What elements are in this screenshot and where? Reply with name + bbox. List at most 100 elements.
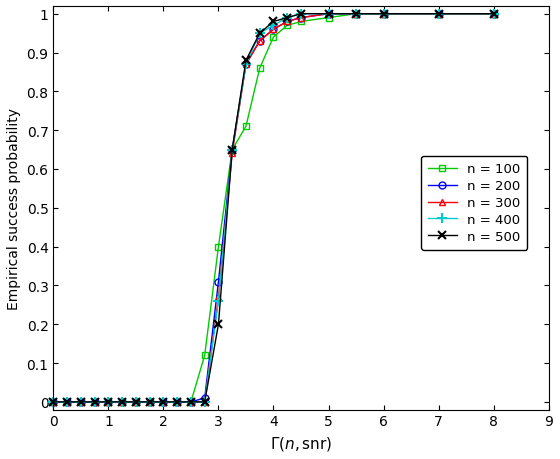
n = 300 — [160, 399, 167, 405]
n = 400 — [202, 399, 208, 405]
n = 100 — [215, 244, 222, 250]
n = 500 — [133, 399, 139, 405]
n = 300 — [202, 399, 208, 405]
n = 500 — [297, 12, 304, 17]
n = 200 — [202, 395, 208, 401]
n = 300 — [50, 399, 57, 405]
n = 400 — [270, 23, 277, 29]
n = 200 — [215, 279, 222, 285]
Y-axis label: Empirical success probability: Empirical success probability — [7, 107, 21, 309]
n = 200 — [325, 12, 332, 17]
n = 400 — [146, 399, 153, 405]
n = 100 — [146, 399, 153, 405]
n = 200 — [77, 399, 84, 405]
n = 500 — [242, 58, 249, 64]
n = 100 — [229, 147, 236, 153]
X-axis label: $\Gamma(n, \mathrm{snr})$: $\Gamma(n, \mathrm{snr})$ — [270, 434, 332, 452]
n = 300 — [435, 12, 442, 17]
n = 200 — [119, 399, 125, 405]
n = 500 — [64, 399, 71, 405]
n = 300 — [325, 12, 332, 17]
n = 500 — [146, 399, 153, 405]
n = 200 — [146, 399, 153, 405]
Line: n = 100: n = 100 — [50, 11, 497, 405]
n = 100 — [160, 399, 167, 405]
n = 100 — [188, 399, 194, 405]
n = 300 — [380, 12, 387, 17]
n = 400 — [353, 12, 360, 17]
n = 300 — [490, 12, 497, 17]
n = 400 — [256, 31, 263, 37]
n = 500 — [174, 399, 180, 405]
Line: n = 400: n = 400 — [49, 10, 498, 407]
n = 400 — [188, 399, 194, 405]
n = 100 — [284, 23, 291, 29]
n = 300 — [229, 151, 236, 157]
n = 300 — [119, 399, 125, 405]
n = 400 — [64, 399, 71, 405]
n = 200 — [64, 399, 71, 405]
n = 100 — [256, 66, 263, 72]
n = 100 — [105, 399, 112, 405]
n = 500 — [215, 322, 222, 327]
n = 300 — [284, 20, 291, 25]
n = 100 — [64, 399, 71, 405]
n = 400 — [490, 12, 497, 17]
n = 300 — [64, 399, 71, 405]
n = 500 — [202, 399, 208, 405]
n = 100 — [119, 399, 125, 405]
n = 100 — [91, 399, 98, 405]
n = 400 — [119, 399, 125, 405]
n = 200 — [490, 12, 497, 17]
n = 500 — [325, 12, 332, 17]
n = 200 — [284, 20, 291, 25]
n = 500 — [119, 399, 125, 405]
n = 100 — [77, 399, 84, 405]
n = 200 — [188, 399, 194, 405]
n = 400 — [174, 399, 180, 405]
Line: n = 500: n = 500 — [49, 11, 498, 406]
n = 300 — [146, 399, 153, 405]
n = 400 — [325, 12, 332, 17]
n = 400 — [297, 12, 304, 17]
n = 500 — [77, 399, 84, 405]
n = 500 — [229, 147, 236, 153]
n = 300 — [270, 28, 277, 33]
n = 500 — [50, 399, 57, 405]
n = 500 — [256, 31, 263, 37]
n = 500 — [91, 399, 98, 405]
n = 300 — [105, 399, 112, 405]
Legend: n = 100, n = 200, n = 300, n = 400, n = 500: n = 100, n = 200, n = 300, n = 400, n = … — [421, 156, 527, 250]
n = 300 — [242, 62, 249, 68]
n = 400 — [77, 399, 84, 405]
Line: n = 200: n = 200 — [50, 11, 497, 405]
n = 400 — [435, 12, 442, 17]
n = 100 — [353, 12, 360, 17]
n = 500 — [270, 20, 277, 25]
n = 100 — [435, 12, 442, 17]
n = 400 — [215, 298, 222, 304]
n = 400 — [229, 147, 236, 153]
n = 200 — [229, 147, 236, 153]
n = 500 — [353, 12, 360, 17]
n = 500 — [160, 399, 167, 405]
n = 200 — [256, 39, 263, 45]
n = 400 — [105, 399, 112, 405]
n = 100 — [297, 20, 304, 25]
n = 300 — [91, 399, 98, 405]
n = 400 — [91, 399, 98, 405]
n = 100 — [133, 399, 139, 405]
n = 100 — [50, 399, 57, 405]
n = 200 — [160, 399, 167, 405]
Line: n = 300: n = 300 — [50, 11, 497, 405]
n = 500 — [188, 399, 194, 405]
n = 200 — [380, 12, 387, 17]
n = 200 — [91, 399, 98, 405]
n = 200 — [50, 399, 57, 405]
n = 300 — [133, 399, 139, 405]
n = 200 — [270, 28, 277, 33]
n = 300 — [256, 39, 263, 45]
n = 200 — [353, 12, 360, 17]
n = 100 — [490, 12, 497, 17]
n = 100 — [174, 399, 180, 405]
